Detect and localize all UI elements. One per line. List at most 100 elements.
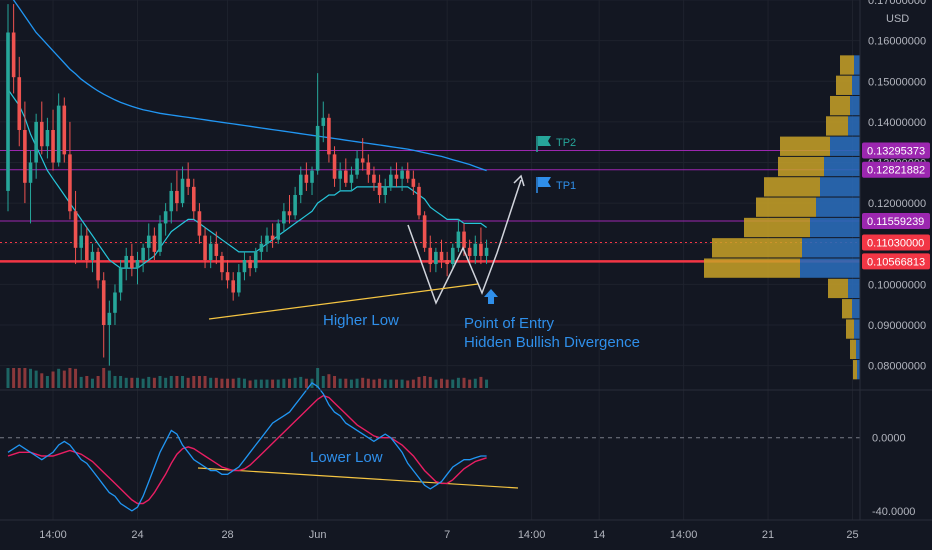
volume-bar — [473, 378, 477, 388]
higher-low-trendline[interactable] — [208, 283, 479, 320]
volume-bar — [90, 378, 94, 388]
candle — [344, 158, 348, 187]
volume-bar — [411, 379, 415, 388]
candle-body — [338, 170, 342, 179]
time-tick-label: 14:00 — [518, 529, 546, 541]
candle-body — [51, 130, 55, 163]
candle — [253, 247, 258, 273]
volume-bar — [164, 377, 168, 388]
candle-body — [23, 130, 27, 183]
volume-bar — [271, 379, 275, 388]
volume-bar — [248, 380, 252, 388]
candle — [146, 223, 151, 260]
candle-body — [411, 178, 416, 187]
volume-bar — [107, 370, 111, 388]
candle — [39, 101, 44, 155]
candle-body — [45, 130, 50, 147]
candle-body — [405, 170, 410, 179]
candle-body — [276, 223, 281, 240]
price-tick-label: 0.15000000 — [868, 76, 926, 88]
candle — [231, 272, 235, 301]
candle — [400, 166, 404, 191]
candle — [372, 166, 376, 191]
candle — [484, 239, 489, 265]
candle-body — [355, 158, 359, 175]
vp-sell-bar — [764, 177, 820, 197]
candle-body — [456, 231, 461, 248]
vp-buy-bar — [850, 95, 860, 116]
candle-body — [186, 178, 190, 187]
volume-bar — [434, 379, 438, 388]
candle — [45, 117, 50, 159]
price-badge: 0.11559239 — [862, 213, 930, 230]
candle-body — [389, 174, 393, 187]
currency-label: USD — [886, 13, 909, 25]
candle-body — [68, 154, 72, 212]
candle — [411, 170, 416, 195]
candle-body — [321, 117, 326, 126]
volume-bar — [445, 379, 449, 388]
candle — [282, 203, 286, 232]
price-badge: 0.12821882 — [862, 161, 930, 178]
volume-bar — [181, 376, 185, 388]
tp1-flag-icon[interactable] — [536, 177, 551, 193]
candle — [338, 162, 342, 191]
candle-body — [422, 215, 427, 248]
price-tick-label: 0.17000000 — [868, 0, 926, 7]
volume-bar — [96, 376, 100, 388]
candle — [180, 166, 185, 208]
candle — [473, 235, 478, 265]
candle-body — [152, 235, 157, 252]
volume-bar — [349, 379, 353, 388]
vp-buy-bar — [852, 299, 860, 319]
volume-bar — [57, 368, 61, 388]
candle — [394, 162, 399, 187]
candle — [242, 251, 247, 281]
candle-body — [383, 186, 388, 195]
candle-body — [349, 174, 354, 183]
candle — [96, 247, 100, 289]
candle — [377, 174, 382, 204]
drawings[interactable]: TP2 TP1 Higher Low Point of Entry Hidden… — [197, 136, 640, 489]
candle-body — [344, 170, 348, 183]
candle — [248, 255, 252, 277]
tp2-flag-icon[interactable] — [536, 136, 551, 152]
vp-sell-bar — [828, 278, 848, 299]
entry-label-line2: Hidden Bullish Divergence — [464, 334, 640, 351]
candle — [34, 113, 38, 179]
candle-body — [107, 312, 112, 325]
candle — [135, 251, 140, 285]
candle — [17, 56, 22, 147]
volume-bar — [327, 374, 331, 388]
candle-body — [377, 182, 382, 195]
vp-sell-bar — [826, 116, 848, 136]
lower-low-label: Lower Low — [310, 449, 383, 466]
candle — [383, 178, 388, 204]
price-badge: 0.11030000 — [862, 234, 930, 251]
candle-body — [79, 235, 83, 248]
candle-body — [124, 255, 129, 269]
volume-bar — [462, 377, 466, 388]
candle — [85, 227, 89, 269]
candle — [51, 109, 55, 171]
candle — [315, 73, 320, 175]
candle-body — [203, 235, 207, 260]
price-badge-bg — [862, 142, 930, 159]
volume-bar — [288, 378, 291, 388]
volume-bar — [62, 370, 66, 388]
price-badge-bg — [862, 234, 930, 251]
time-axis[interactable]: 14:00 24 28 Jun 7 14:00 14 14:00 21 25 — [39, 529, 858, 541]
candle — [422, 211, 427, 252]
candle-body — [473, 243, 478, 256]
candle — [479, 227, 483, 265]
candle — [28, 150, 33, 224]
volume-bar — [265, 379, 269, 388]
vp-sell-bar — [744, 217, 810, 238]
candle-body — [253, 251, 258, 269]
price-badges: 0.13295373 0.12821882 0.11559239 0.11030000… — [862, 142, 930, 270]
volume-bar — [79, 376, 83, 388]
volume-bar — [423, 376, 427, 388]
lower-low-trendline[interactable] — [197, 467, 519, 489]
candle-body — [34, 121, 38, 163]
